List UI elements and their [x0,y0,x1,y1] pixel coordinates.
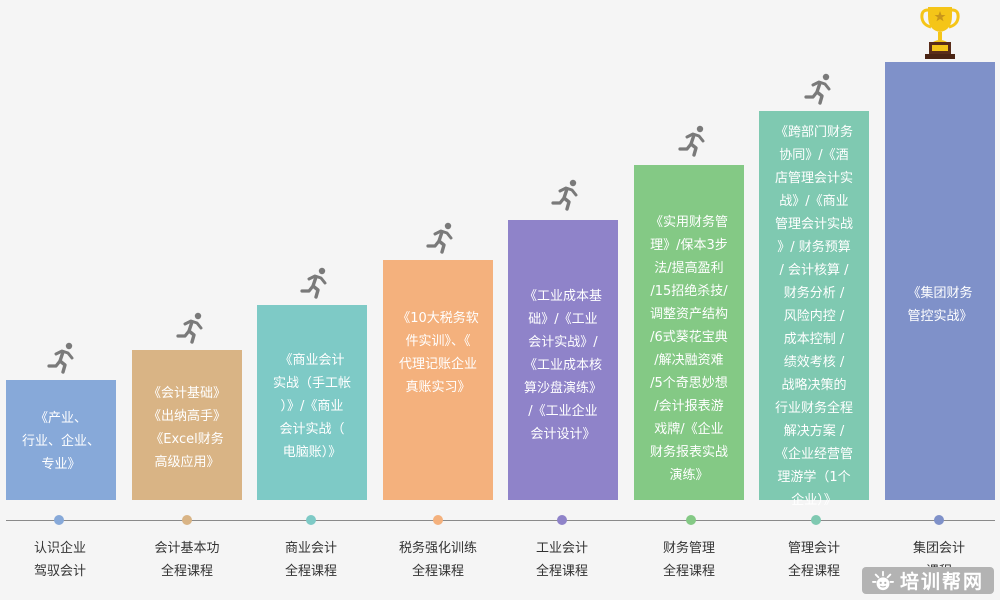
timeline-dot-2 [182,515,192,525]
timeline-dot-1 [54,515,64,525]
stage-label-4: 税务强化训练 全程课程 [398,541,477,579]
stage-bar-1: 《产业、 行业、企业、 专业》 [6,380,116,500]
runner-icon [678,125,705,157]
timeline-dot-5 [557,515,567,525]
stage-label-2: 会计基本功 全程课程 [154,541,220,579]
stage-label-3: 商业会计 全程课程 [284,541,337,579]
timeline-line [6,520,995,521]
runner-icon [426,222,453,254]
stage-bar-1-courses: 《产业、 行业、企业、 专业》 [21,411,100,472]
stage-bar-7: 《跨部门财务 协同》/《酒 店管理会计实 战》/《商业 管理会计实战 》/ 财务… [759,111,869,508]
sun-face-icon [871,570,894,590]
watermark-badge: 培训帮网 [862,567,994,594]
timeline-dot-6 [686,515,696,525]
stage-bar-6-courses: 《实用财务管 理》/保本3步 法/提高盈利 /15招绝杀技/ 调整资产结构 /6… [649,215,728,483]
stage-label-5: 工业会计 全程课程 [535,541,588,579]
stage-bar-8-courses: 《集团财务 管控实战》 [907,286,973,324]
timeline-dot-7 [811,515,821,525]
trophy-icon [920,7,960,59]
stage-label-6: 财务管理 全程课程 [662,541,715,579]
timeline-dot-3 [306,515,316,525]
stage-bar-5: 《工业成本基 础》/《工业 会计实战》/ 《工业成本核 算沙盘演练》 /《工业企… [508,220,618,500]
watermark-text: 培训帮网 [899,571,984,593]
stage-bar-5-courses: 《工业成本基 础》/《工业 会计实战》/ 《工业成本核 算沙盘演练》 /《工业企… [523,289,602,442]
stage-bar-6: 《实用财务管 理》/保本3步 法/提高盈利 /15招绝杀技/ 调整资产结构 /6… [634,165,744,500]
stage-bar-8: 《集团财务 管控实战》 [885,62,995,500]
stage-bar-3-courses: 《商业会计 实战（手工帐 ）》/《商业 会计实战（ 电脑账）》 [272,353,351,460]
stage-bar-2: 《会计基础》 《出纳高手》 《Excel财务 高级应用》 [132,350,242,500]
stage-bar-3: 《商业会计 实战（手工帐 ）》/《商业 会计实战（ 电脑账）》 [257,305,367,500]
timeline-dot-8 [934,515,944,525]
runner-icon [804,73,831,105]
stage-bar-2-courses: 《会计基础》 《出纳高手》 《Excel财务 高级应用》 [147,386,226,470]
runner-icon [176,312,203,344]
stage-label-7: 管理会计 全程课程 [787,541,840,579]
timeline-dot-4 [433,515,443,525]
runner-icon [551,179,578,211]
stage-bar-7-courses: 《跨部门财务 协同》/《酒 店管理会计实 战》/《商业 管理会计实战 》/ 财务… [774,125,853,508]
stage-bar-4: 《10大税务软 件实训》、《 代理记账企业 真账实习》 [383,260,493,500]
runner-icon [47,342,74,374]
stage-bar-4-courses: 《10大税务软 件实训》、《 代理记账企业 真账实习》 [397,311,479,395]
runner-icon [300,267,327,299]
stage-label-1: 认识企业 驾驭会计 [33,541,86,579]
